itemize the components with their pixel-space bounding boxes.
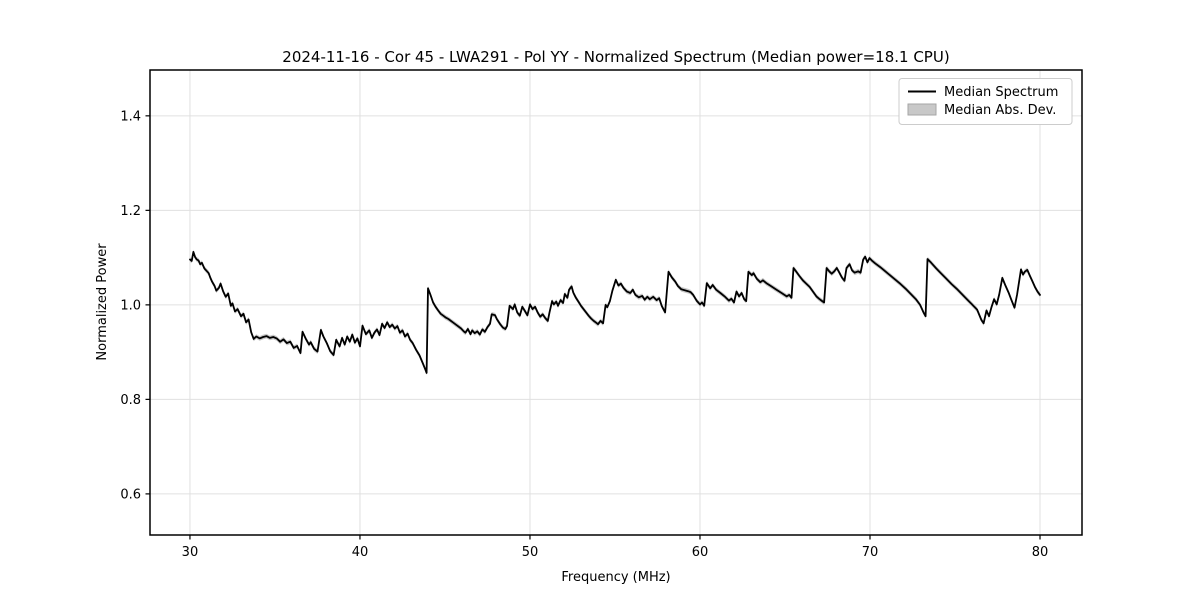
y-axis-label: Normalized Power	[95, 243, 110, 361]
y-tick-label: 0.6	[120, 487, 141, 502]
y-tick-label: 1.0	[120, 298, 141, 313]
x-tick-label: 40	[352, 545, 369, 560]
x-tick-label: 60	[692, 545, 709, 560]
grid-layer	[150, 70, 1082, 535]
x-tick-label: 50	[522, 545, 539, 560]
legend-label-median-abs-dev: Median Abs. Dev.	[944, 103, 1056, 118]
y-tick-label: 0.8	[120, 393, 141, 408]
x-axis-label: Frequency (MHz)	[561, 570, 670, 585]
chart-title: 2024-11-16 - Cor 45 - LWA291 - Pol YY - …	[282, 48, 949, 66]
median-abs-dev-band	[190, 249, 1040, 376]
legend: Median Spectrum Median Abs. Dev.	[898, 78, 1073, 125]
x-tick-label: 30	[182, 545, 199, 560]
data-layer	[189, 249, 1041, 376]
plot-border	[149, 69, 1083, 536]
legend-box	[898, 78, 1073, 125]
x-tick-label: 70	[862, 545, 879, 560]
legend-label-median-spectrum: Median Spectrum	[944, 85, 1058, 100]
x-tick-label: 80	[1032, 545, 1049, 560]
y-tick-label: 1.2	[120, 204, 141, 219]
tick-layer: 30 40 50 60 70 80 0.6 0.8 1.0 1.2 1.4	[120, 109, 1048, 560]
median-spectrum-line	[189, 250, 1041, 374]
legend-patch-sample-median-abs-dev	[907, 103, 937, 116]
y-tick-label: 1.4	[120, 109, 141, 124]
